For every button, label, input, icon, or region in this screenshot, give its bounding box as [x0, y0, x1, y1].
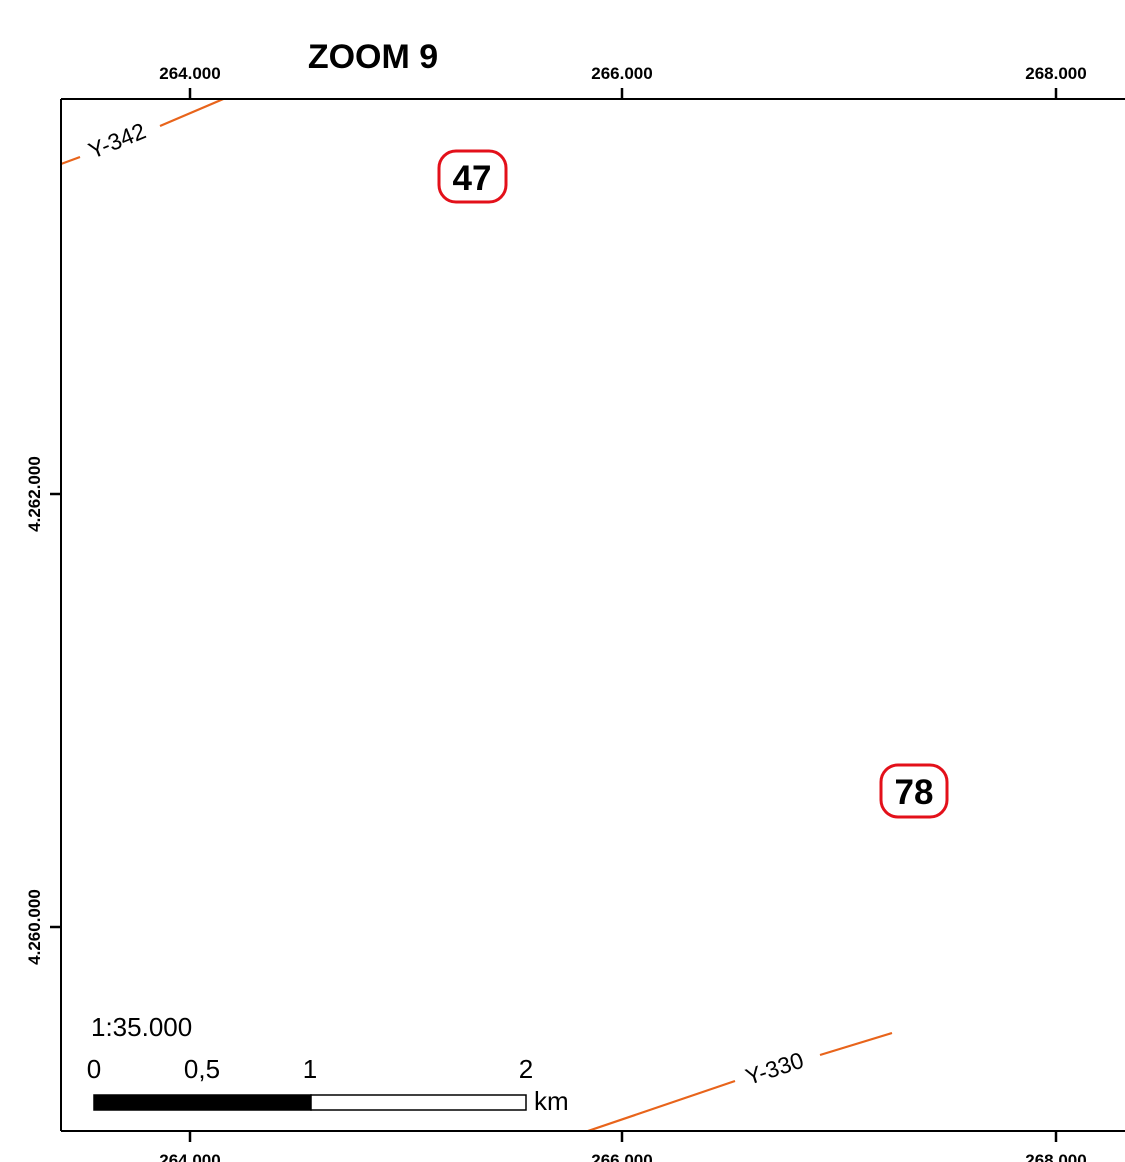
scale-segment-white: [310, 1094, 527, 1111]
point-label-47: 47: [453, 159, 492, 198]
scale-label-1: 1: [303, 1054, 317, 1084]
road-y342-line-b: [159, 99, 227, 128]
scale-label-0: 0: [87, 1054, 101, 1084]
road-label-y342: Y-342: [85, 117, 150, 163]
x-tick-label-bottom-268000: 268.000: [1025, 1151, 1086, 1162]
x-tick-label-top-264000: 264.000: [159, 64, 220, 83]
x-tick-label-bottom-266000: 266.000: [591, 1151, 652, 1162]
point-78-halo: [879, 763, 949, 819]
scale-segment-black: [93, 1094, 312, 1111]
scale-bar: 1:35.000 0 0,5 1 2 km: [87, 1012, 569, 1116]
scale-label-2: 2: [519, 1054, 533, 1084]
x-tick-label-bottom-264000: 264.000: [159, 1151, 220, 1162]
y-tick-label-4262000: 4.262.000: [25, 456, 44, 532]
road-label-y330: Y-330: [742, 1047, 806, 1090]
road-y330-line-a: [587, 1079, 736, 1130]
point-47-halo: [437, 149, 508, 204]
scale-unit: km: [534, 1086, 569, 1116]
roads-layer: [61, 99, 893, 1130]
road-y342-line-a: [61, 155, 81, 166]
scale-ratio: 1:35.000: [91, 1012, 192, 1042]
road-y330-line-b: [819, 1031, 893, 1057]
point-label-78: 78: [895, 773, 934, 812]
y-tick-label-4260000: 4.260.000: [25, 889, 44, 965]
map-title: ZOOM 9: [308, 38, 438, 76]
scale-label-0-5: 0,5: [184, 1054, 220, 1084]
x-tick-label-top-266000: 266.000: [591, 64, 652, 83]
x-tick-label-top-268000: 268.000: [1025, 64, 1086, 83]
